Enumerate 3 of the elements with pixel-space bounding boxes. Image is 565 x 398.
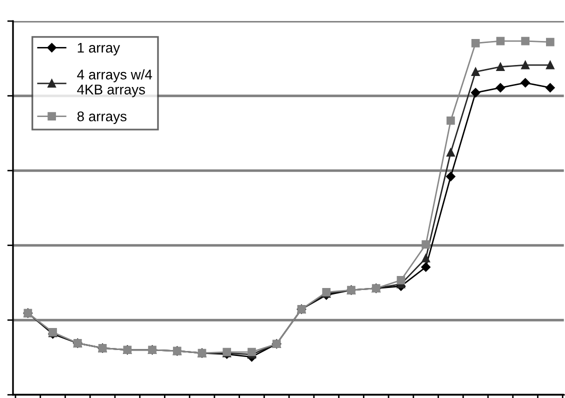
legend-label: 4 arrays w/4 4KB arrays: [77, 69, 152, 98]
legend-label: 1 array: [78, 42, 120, 56]
legend-label: 8 arrays: [77, 111, 126, 124]
